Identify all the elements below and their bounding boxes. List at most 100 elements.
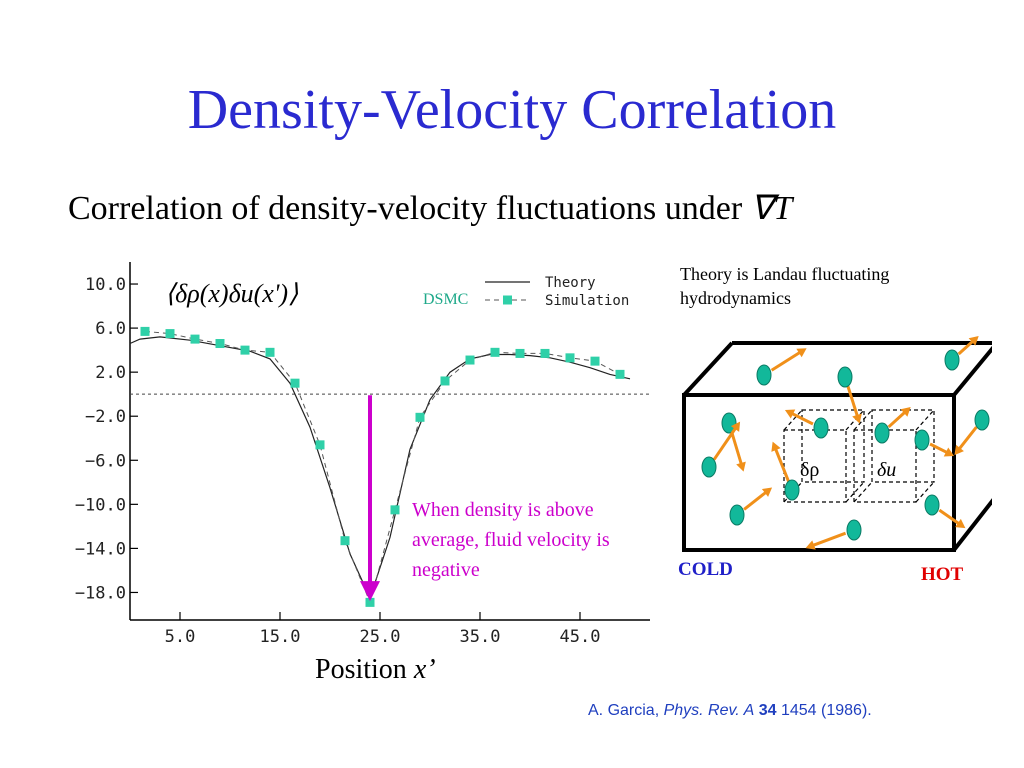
y-tick-label: 10.0 <box>85 275 126 295</box>
subtitle-text: Correlation of density-velocity fluctuat… <box>68 190 751 227</box>
x-tick-label: 5.0 <box>165 627 196 647</box>
box-edge-bottom-right <box>952 498 992 552</box>
correlation-chart: 10.0 6.0 2.0 −2.0 −6.0 −10.0 −14.0 −18.0 5.0 15.0… <box>75 262 650 647</box>
particle <box>721 412 737 434</box>
citation: A. Garcia, Phys. Rev. A 34 1454 (1986). <box>588 702 872 720</box>
simulation-point <box>440 376 450 386</box>
velocity-arrow-shaft <box>846 385 860 419</box>
velocity-arrow-head <box>761 487 773 497</box>
box-back-face <box>732 341 992 345</box>
velocity-arrow-head <box>796 348 807 358</box>
theory-note: Theory is Landau fluctuating hydrodynami… <box>680 264 890 308</box>
velocity-arrow-shaft <box>929 442 950 455</box>
simulation-point <box>390 505 400 515</box>
legend-simulation-marker <box>503 295 512 305</box>
particle <box>874 422 890 444</box>
simulation-point <box>365 597 375 607</box>
particle <box>924 494 940 516</box>
velocity-arrow-shaft <box>730 431 744 467</box>
hot-label: HOT <box>921 564 964 585</box>
simulation-point <box>165 329 175 339</box>
citation-volume: 34 <box>758 702 777 719</box>
simulation-point <box>490 347 500 357</box>
velocity-arrow-head <box>900 406 911 417</box>
delta-u-label: δu <box>877 459 896 481</box>
x-tick-label: 15.0 <box>260 627 301 647</box>
simulation-point <box>465 355 475 365</box>
velocity-arrow-head <box>955 518 966 529</box>
simulation-point <box>315 440 325 450</box>
simulation-point <box>565 353 575 363</box>
particle <box>974 409 990 431</box>
gradient-t-symbol: ∇T <box>750 190 793 227</box>
y-tick-label: −14.0 <box>75 539 126 559</box>
legend-simulation-label: Simulation <box>545 293 629 309</box>
simulation-point <box>215 339 225 349</box>
particle <box>914 429 930 451</box>
dsmc-label: DSMC <box>423 291 469 308</box>
correlation-formula: ⟨δρ(x)δu(x')⟩ <box>165 279 298 308</box>
y-tick-label: −2.0 <box>85 407 126 427</box>
simulation-point <box>140 326 150 336</box>
velocity-arrow-head <box>852 413 862 424</box>
x-axis-label: Position x’ <box>315 654 436 686</box>
x-tick-label: 35.0 <box>460 627 501 647</box>
velocity-arrow-head <box>943 447 955 457</box>
simulation-point <box>590 356 600 366</box>
y-tick-label: −18.0 <box>75 583 126 603</box>
simulation-point <box>265 347 275 357</box>
particle <box>756 364 772 386</box>
legend-theory-label: Theory <box>545 275 596 291</box>
delta-rho-label: δρ <box>800 459 819 481</box>
particle <box>846 519 862 541</box>
simulation-point <box>340 536 350 546</box>
cold-label: COLD <box>678 559 733 580</box>
annotation-arrow-head <box>360 581 380 602</box>
velocity-arrow-head <box>771 441 781 452</box>
velocity-arrow-shaft <box>789 411 814 426</box>
box-front-face <box>682 393 956 552</box>
velocity-arrow-shaft <box>956 426 978 452</box>
velocity-arrow-head <box>805 540 816 550</box>
particle <box>813 417 829 439</box>
velocity-arrow-shaft <box>938 508 962 526</box>
x-tick-label: 45.0 <box>560 627 601 647</box>
simulation-point <box>415 412 425 422</box>
velocity-arrow-shaft <box>957 338 976 356</box>
slide-title: Density-Velocity Correlation <box>187 79 837 141</box>
simulation-point <box>290 378 300 388</box>
citation-journal: Phys. Rev. A <box>663 702 755 719</box>
particle <box>944 349 960 371</box>
citation-rest: 1454 (1986). <box>776 702 872 719</box>
x-axis-label-var: x’ <box>413 654 436 685</box>
velocity-arrow-shaft <box>773 446 791 483</box>
y-tick-label: 2.0 <box>95 363 126 383</box>
velocity-arrow-head <box>968 335 979 346</box>
velocity-arrow-shaft <box>887 409 908 429</box>
box-edge-top-right <box>952 345 992 397</box>
particle <box>701 456 717 478</box>
x-axis-label-text: Position <box>315 654 414 685</box>
particle <box>837 366 853 388</box>
particles <box>701 335 990 550</box>
citation-author: A. Garcia, <box>588 702 664 719</box>
slide-subtitle: Correlation of density-velocity fluctuat… <box>68 188 792 228</box>
y-tick-label: 6.0 <box>95 319 126 339</box>
simulation-point <box>540 348 550 358</box>
velocity-arrow-shaft <box>810 531 847 548</box>
fluid-box-diagram: δρ δu <box>682 335 992 552</box>
velocity-arrow-shaft <box>770 350 803 372</box>
velocity-arrow-shaft <box>712 425 738 461</box>
simulation-point <box>240 345 250 355</box>
velocity-arrow-head <box>954 444 964 456</box>
velocity-arrow-head <box>736 461 746 472</box>
velocity-arrow-shaft <box>743 489 769 511</box>
particle <box>729 504 745 526</box>
simulation-point <box>190 334 200 344</box>
velocity-arrow-head <box>730 421 741 432</box>
simulation-point <box>615 369 625 379</box>
velocity-arrow-head <box>784 409 796 419</box>
y-tick-label: −6.0 <box>85 451 126 471</box>
simulation-point <box>515 348 525 358</box>
x-tick-label: 25.0 <box>360 627 401 647</box>
